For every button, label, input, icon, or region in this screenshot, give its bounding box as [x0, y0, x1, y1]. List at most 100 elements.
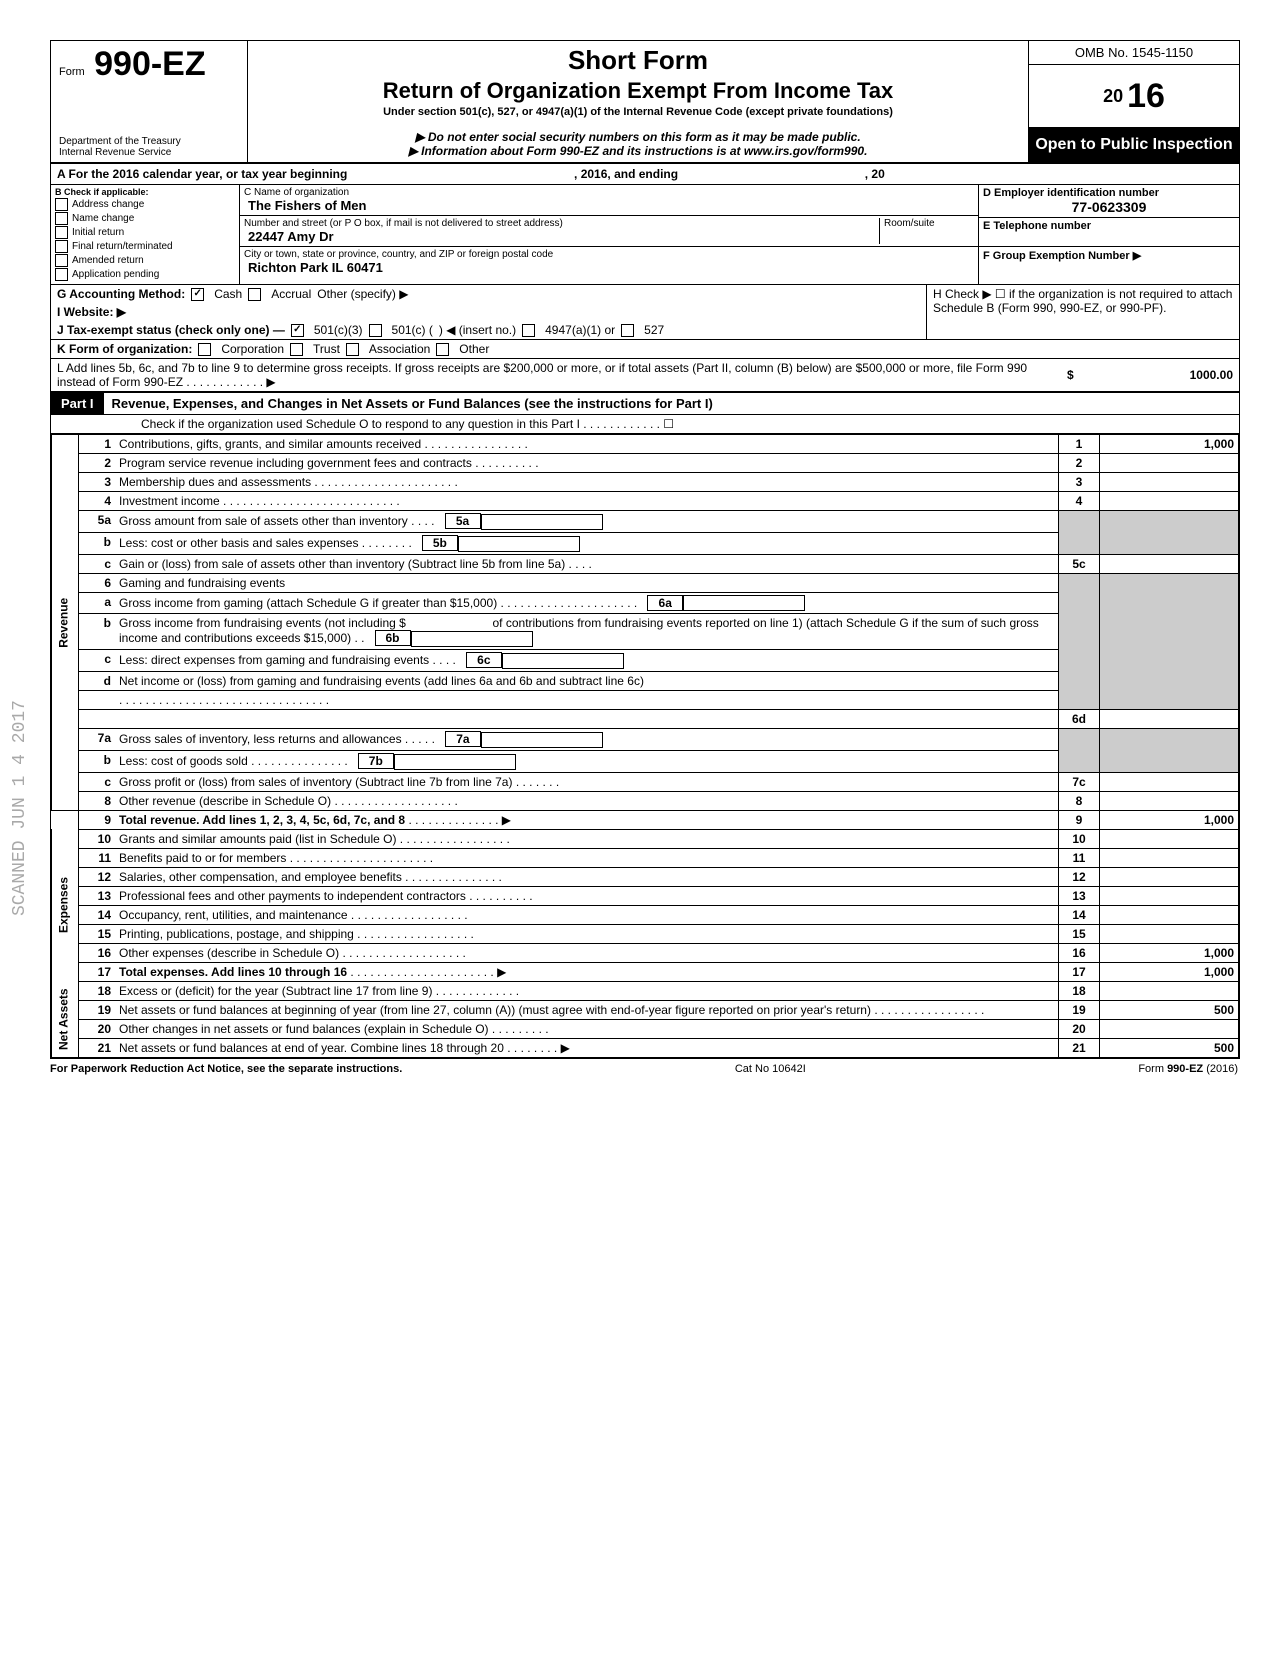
line-h: H Check ▶ ☐ if the organization is not r…	[926, 285, 1239, 339]
chk-accrual[interactable]	[248, 288, 261, 301]
part1-table: Revenue 1Contributions, gifts, grants, a…	[51, 434, 1239, 1058]
row-a-mid: , 2016, and ending	[574, 167, 678, 181]
row-a-tax-year: A For the 2016 calendar year, or tax yea…	[51, 164, 1239, 185]
chk-527[interactable]	[621, 324, 634, 337]
room-suite: Room/suite	[879, 218, 974, 244]
line15-desc: Printing, publications, postage, and shi…	[119, 927, 354, 941]
line-i: I Website: ▶	[51, 303, 926, 321]
row-a-pre: A For the 2016 calendar year, or tax yea…	[57, 167, 347, 181]
row-a-end: , 20	[865, 167, 885, 181]
line5a-desc: Gross amount from sale of assets other t…	[119, 514, 408, 528]
e-label: E Telephone number	[983, 220, 1235, 232]
b-label: B Check if applicable:	[55, 187, 235, 197]
dept-treasury: Department of the Treasury	[59, 136, 239, 147]
title-short-form: Short Form	[256, 45, 1020, 76]
form-prefix: Form	[59, 66, 85, 78]
line6c-desc: Less: direct expenses from gaming and fu…	[119, 653, 429, 667]
line8-desc: Other revenue (describe in Schedule O)	[119, 794, 331, 808]
chk-amended[interactable]: Amended return	[55, 254, 235, 267]
org-address: 22447 Amy Dr	[244, 229, 879, 244]
header-left: Form 990-EZ Department of the Treasury I…	[51, 41, 248, 162]
line9-val: 1,000	[1100, 810, 1239, 829]
footer-right: Form 990-EZ (2016)	[1138, 1063, 1238, 1075]
line12-desc: Salaries, other compensation, and employ…	[119, 870, 402, 884]
c-city-block: City or town, state or province, country…	[240, 247, 978, 277]
section-f: F Group Exemption Number ▶	[979, 247, 1239, 264]
dept-irs: Internal Revenue Service	[59, 147, 239, 158]
page-footer: For Paperwork Reduction Act Notice, see …	[50, 1059, 1238, 1075]
chk-trust[interactable]	[290, 343, 303, 356]
chk-address-change[interactable]: Address change	[55, 198, 235, 211]
c-name-label: C Name of organization	[244, 187, 974, 198]
tax-year: 20201616	[1029, 65, 1239, 128]
side-netassets: Net Assets	[52, 981, 79, 1057]
chk-assoc[interactable]	[346, 343, 359, 356]
stamp-scanned: SCANNED JUN 1 4 2017	[10, 700, 30, 916]
line18-desc: Excess or (deficit) for the year (Subtra…	[119, 984, 432, 998]
line9-desc: Total revenue. Add lines 1, 2, 3, 4, 5c,…	[119, 813, 405, 827]
line3-desc: Membership dues and assessments	[119, 475, 311, 489]
line16-val: 1,000	[1100, 943, 1239, 962]
line10-desc: Grants and similar amounts paid (list in…	[119, 832, 396, 846]
chk-name-change[interactable]: Name change	[55, 212, 235, 225]
chk-501c3[interactable]	[291, 324, 304, 337]
subtitle: Under section 501(c), 527, or 4947(a)(1)…	[256, 106, 1020, 118]
line-j: J Tax-exempt status (check only one) — 5…	[51, 321, 926, 339]
side-expenses: Expenses	[52, 829, 79, 981]
line2-desc: Program service revenue including govern…	[119, 456, 472, 470]
line7c-desc: Gross profit or (loss) from sales of inv…	[119, 775, 512, 789]
line5b-desc: Less: cost or other basis and sales expe…	[119, 536, 358, 550]
form-990ez: Form 990-EZ Department of the Treasury I…	[50, 40, 1240, 1059]
section-b: B Check if applicable: Address change Na…	[51, 185, 240, 284]
c-addr-block: Number and street (or P O box, if mail i…	[240, 216, 978, 247]
ein: 77-0623309	[983, 199, 1235, 215]
line21-desc: Net assets or fund balances at end of ye…	[119, 1041, 504, 1055]
department: Department of the Treasury Internal Reve…	[59, 136, 239, 158]
identity-block: B Check if applicable: Address change Na…	[51, 185, 1239, 285]
line19-desc: Net assets or fund balances at beginning…	[119, 1003, 871, 1017]
line5c-desc: Gain or (loss) from sale of assets other…	[119, 557, 565, 571]
chk-cash[interactable]	[191, 288, 204, 301]
chk-corp[interactable]	[198, 343, 211, 356]
line6a-desc: Gross income from gaming (attach Schedul…	[119, 596, 497, 610]
d-label: D Employer identification number	[983, 187, 1235, 199]
section-c: C Name of organization The Fishers of Me…	[240, 185, 979, 284]
chk-final-return[interactable]: Final return/terminated	[55, 240, 235, 253]
line6b-desc: Gross income from fundraising events (no…	[119, 616, 406, 630]
line7b-desc: Less: cost of goods sold	[119, 754, 248, 768]
section-e: E Telephone number	[979, 218, 1239, 247]
line17-desc: Total expenses. Add lines 10 through 16	[119, 965, 347, 979]
c-name-block: C Name of organization The Fishers of Me…	[240, 185, 978, 216]
line16-desc: Other expenses (describe in Schedule O)	[119, 946, 339, 960]
j-label: J Tax-exempt status (check only one) —	[57, 323, 285, 337]
f-label: F Group Exemption Number ▶	[983, 249, 1235, 262]
part1-header: Part I Revenue, Expenses, and Changes in…	[51, 392, 1239, 415]
form-header: Form 990-EZ Department of the Treasury I…	[51, 41, 1239, 164]
open-inspection: Open to Public Inspection	[1029, 128, 1239, 162]
form-number: Form 990-EZ	[59, 45, 239, 84]
part1-schedule-o: Check if the organization used Schedule …	[51, 415, 1239, 434]
chk-other[interactable]	[436, 343, 449, 356]
g-label: G Accounting Method:	[57, 287, 185, 301]
line21-val: 500	[1100, 1038, 1239, 1057]
line20-desc: Other changes in net assets or fund bala…	[119, 1022, 489, 1036]
org-name: The Fishers of Men	[244, 198, 974, 213]
section-d: D Employer identification number 77-0623…	[979, 185, 1239, 218]
chk-app-pending[interactable]: Application pending	[55, 268, 235, 281]
chk-501c[interactable]	[369, 324, 382, 337]
line19-val: 500	[1100, 1000, 1239, 1019]
i-website: I Website: ▶	[57, 305, 126, 319]
c-city-label: City or town, state or province, country…	[244, 249, 974, 260]
header-center: Short Form Return of Organization Exempt…	[248, 41, 1029, 162]
footer-mid: Cat No 10642I	[735, 1063, 806, 1075]
note-info: ▶ Information about Form 990-EZ and its …	[256, 144, 1020, 158]
chk-initial-return[interactable]: Initial return	[55, 226, 235, 239]
chk-4947[interactable]	[522, 324, 535, 337]
line-g: G Accounting Method: Cash Accrual Other …	[51, 285, 926, 303]
l-text: L Add lines 5b, 6c, and 7b to line 9 to …	[57, 361, 1061, 389]
part1-title: Revenue, Expenses, and Changes in Net As…	[104, 393, 721, 414]
header-right: OMB No. 1545-1150 20201616 Open to Publi…	[1029, 41, 1239, 162]
line-l: L Add lines 5b, 6c, and 7b to line 9 to …	[51, 359, 1239, 392]
line6d-desc: Net income or (loss) from gaming and fun…	[119, 674, 644, 688]
line-k: K Form of organization: Corporation Trus…	[51, 339, 1239, 359]
